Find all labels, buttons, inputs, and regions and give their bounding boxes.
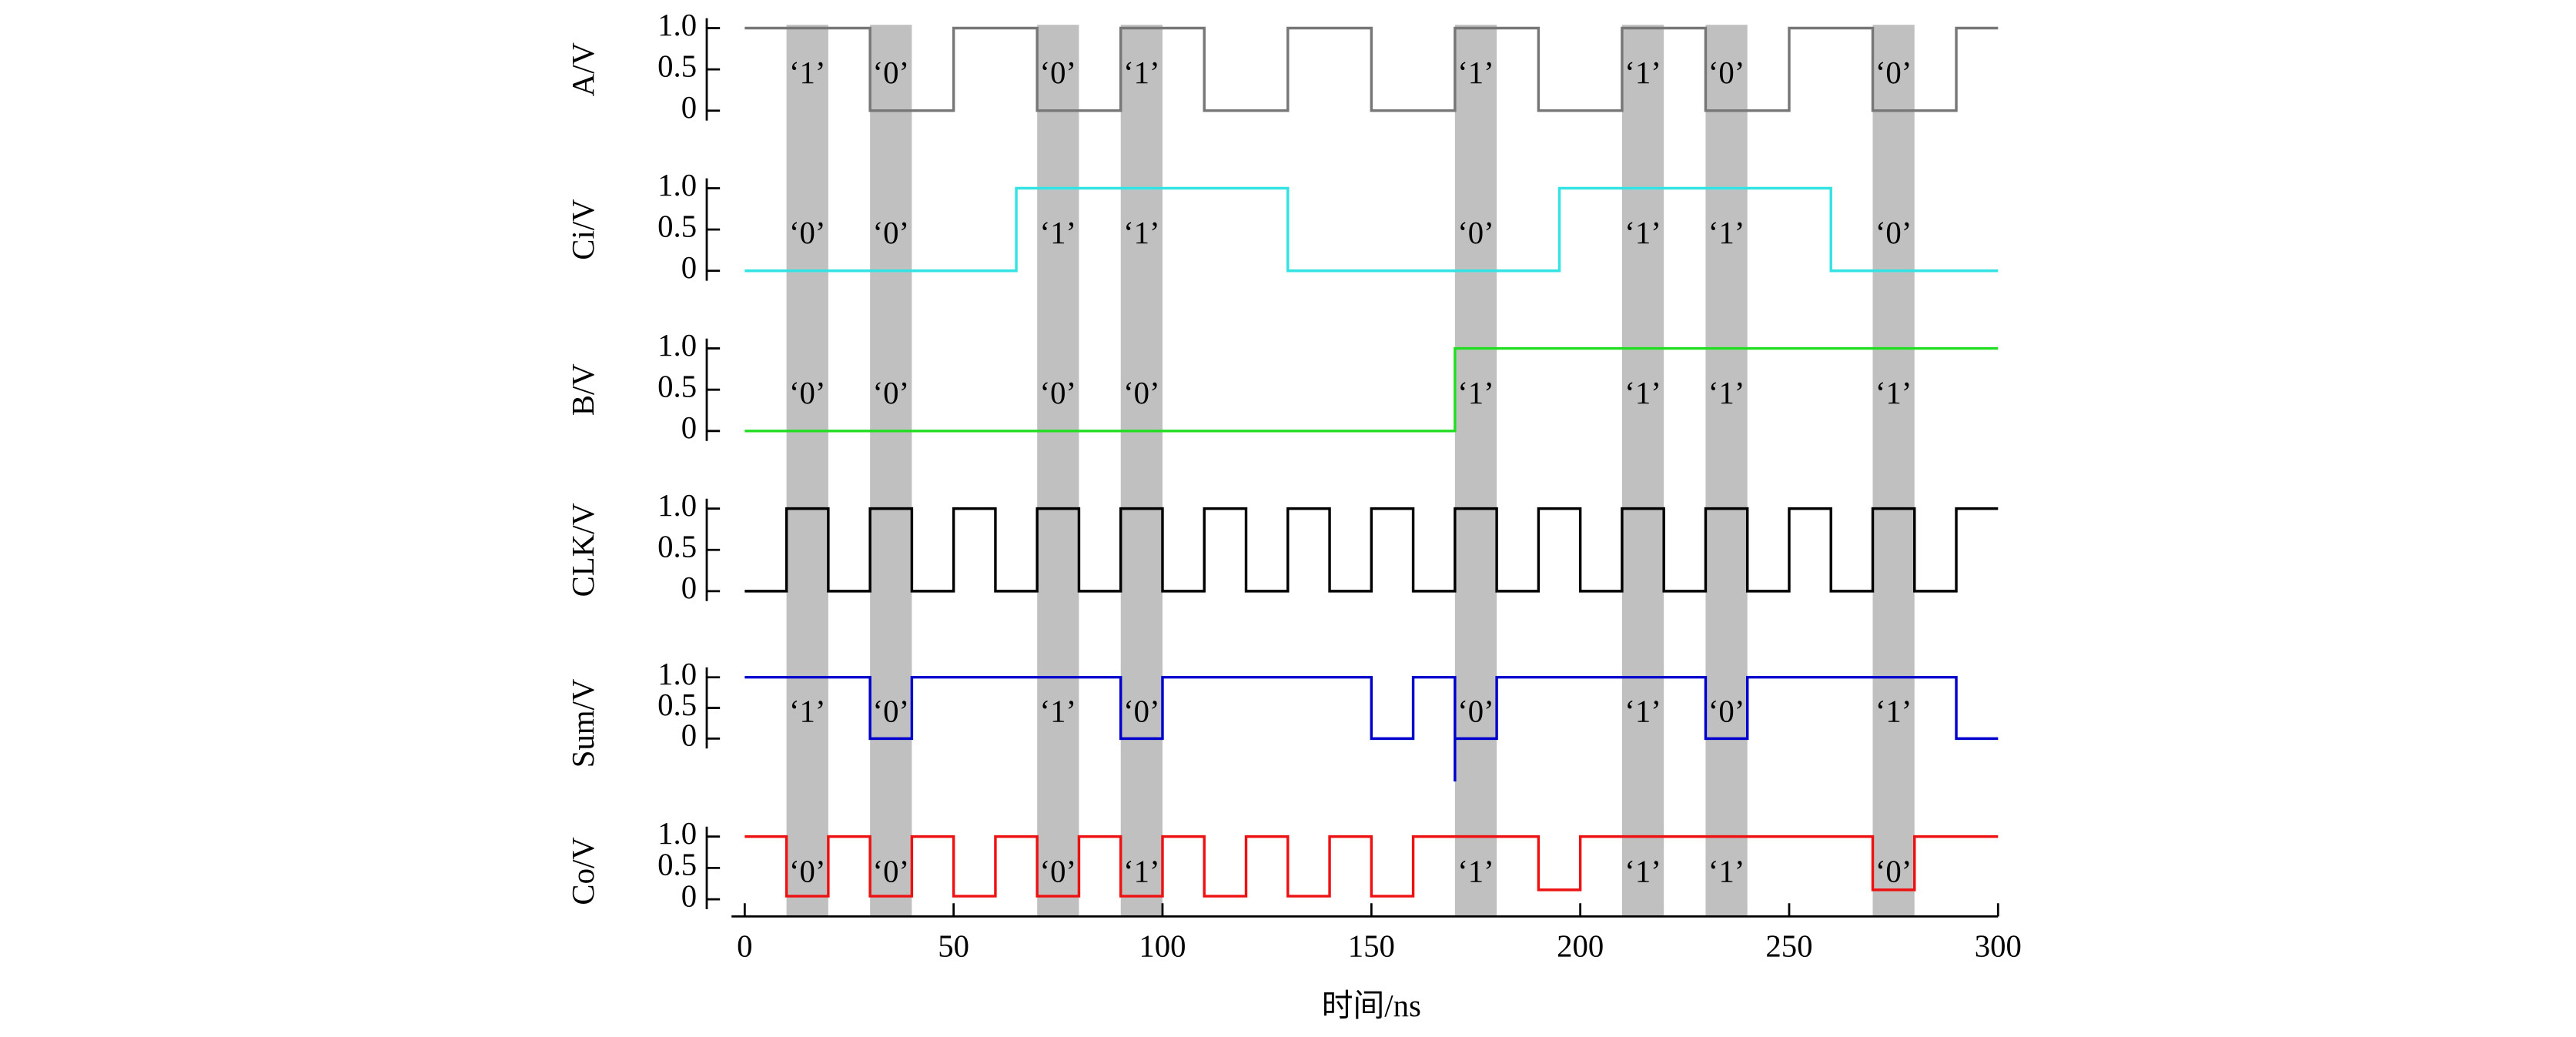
highlight-band: [1120, 25, 1163, 917]
band-label: ‘0’: [1875, 854, 1912, 888]
band-label: ‘1’: [1624, 854, 1661, 888]
band-label: ‘1’: [789, 694, 826, 728]
band-label: ‘1’: [1457, 376, 1494, 410]
band-label: ‘0’: [873, 694, 910, 728]
waveform: [744, 186, 1999, 273]
band-label: ‘0’: [1708, 694, 1745, 728]
band-label: ‘1’: [1123, 55, 1160, 90]
highlight-band: [870, 25, 912, 917]
band-label: ‘1’: [1624, 694, 1661, 728]
band-label: ‘0’: [1040, 376, 1077, 410]
y-tick-label: 1.0: [657, 8, 697, 42]
band-label: ‘0’: [873, 854, 910, 888]
band-label: ‘1’: [1624, 55, 1661, 90]
x-tick-label: 100: [1139, 929, 1186, 964]
highlight-band: [1037, 25, 1079, 917]
band-label: ‘0’: [1123, 694, 1160, 728]
waveform: [744, 835, 1999, 898]
highlight-band: [1621, 25, 1664, 917]
y-tick-label: 1.0: [657, 488, 697, 523]
band-label: ‘1’: [1040, 216, 1077, 250]
highlight-band: [1705, 25, 1748, 917]
highlight-band: [786, 25, 828, 917]
band-label: ‘1’: [1123, 854, 1160, 888]
y-tick-label: 0.5: [657, 209, 697, 244]
y-tick-label: 0: [681, 570, 697, 605]
band-label: ‘1’: [1040, 694, 1077, 728]
y-tick-label: 0: [681, 878, 697, 913]
x-tick-label: 300: [1975, 929, 2022, 964]
waveform: [744, 346, 1999, 433]
band-label: ‘1’: [1457, 55, 1494, 90]
y-tick-label: 1.0: [657, 328, 697, 363]
y-tick-label: 1.0: [657, 657, 697, 691]
band-label: ‘1’: [1708, 216, 1745, 250]
x-tick-label: 150: [1348, 929, 1395, 964]
band-label: ‘0’: [1457, 694, 1494, 728]
y-tick-label: 0.5: [657, 530, 697, 564]
band-label: ‘1’: [1624, 216, 1661, 250]
band-label: ‘1’: [789, 55, 826, 90]
band-label: ‘1’: [1624, 376, 1661, 410]
band-label: ‘1’: [1123, 216, 1160, 250]
band-label: ‘1’: [1457, 854, 1494, 888]
band-label: ‘0’: [789, 216, 826, 250]
y-axis-label: Sum/V: [566, 679, 601, 768]
waveform: [744, 507, 1999, 593]
y-tick-label: 0: [681, 90, 697, 125]
band-label: ‘0’: [1875, 55, 1912, 90]
band-label: ‘0’: [1040, 55, 1077, 90]
x-tick-label: 50: [938, 929, 969, 964]
bands: [786, 25, 1915, 917]
y-tick-label: 0.5: [657, 370, 697, 404]
band-label: ‘0’: [1708, 55, 1745, 90]
y-axis-label: CLK/V: [566, 503, 601, 597]
y-axis-label: Ci/V: [566, 199, 601, 260]
y-tick-label: 0.5: [657, 687, 697, 722]
band-label: ‘1’: [1708, 854, 1745, 888]
x-tick-label: 250: [1765, 929, 1812, 964]
band-label: ‘0’: [1123, 376, 1160, 410]
y-tick-label: 0.5: [657, 848, 697, 882]
band-label: ‘0’: [873, 376, 910, 410]
y-axis-label: B/V: [566, 363, 601, 416]
y-tick-label: 0: [681, 250, 697, 285]
band-label: ‘1’: [1708, 376, 1745, 410]
band-label: ‘0’: [789, 854, 826, 888]
waveform: [744, 675, 1999, 782]
x-axis-label: 时间/ns: [1322, 988, 1421, 1023]
band-label: ‘1’: [1875, 376, 1912, 410]
panels: 00.51.0A/V ‘1’ ‘0’ ‘0’ ‘1’ ‘1’ ‘1’ ‘0’ ‘0’00.51.…: [566, 8, 2022, 1023]
waveform: [744, 26, 1999, 112]
y-axis-label: Co/V: [566, 837, 601, 905]
y-tick-label: 0: [681, 718, 697, 753]
highlight-band: [1454, 25, 1497, 917]
band-label: ‘0’: [1457, 216, 1494, 250]
band-label: ‘0’: [789, 376, 826, 410]
band-label: ‘0’: [873, 216, 910, 250]
y-axis-label: A/V: [566, 42, 601, 96]
x-tick-label: 0: [737, 929, 752, 964]
y-tick-label: 1.0: [657, 168, 697, 202]
x-tick-label: 200: [1557, 929, 1604, 964]
y-tick-label: 1.0: [657, 816, 697, 851]
y-tick-label: 0.5: [657, 49, 697, 83]
y-tick-label: 0: [681, 410, 697, 445]
band-label: ‘0’: [1875, 216, 1912, 250]
band-label: ‘1’: [1875, 694, 1912, 728]
highlight-band: [1872, 25, 1915, 917]
band-label: ‘0’: [873, 55, 910, 90]
band-label: ‘0’: [1040, 854, 1077, 888]
